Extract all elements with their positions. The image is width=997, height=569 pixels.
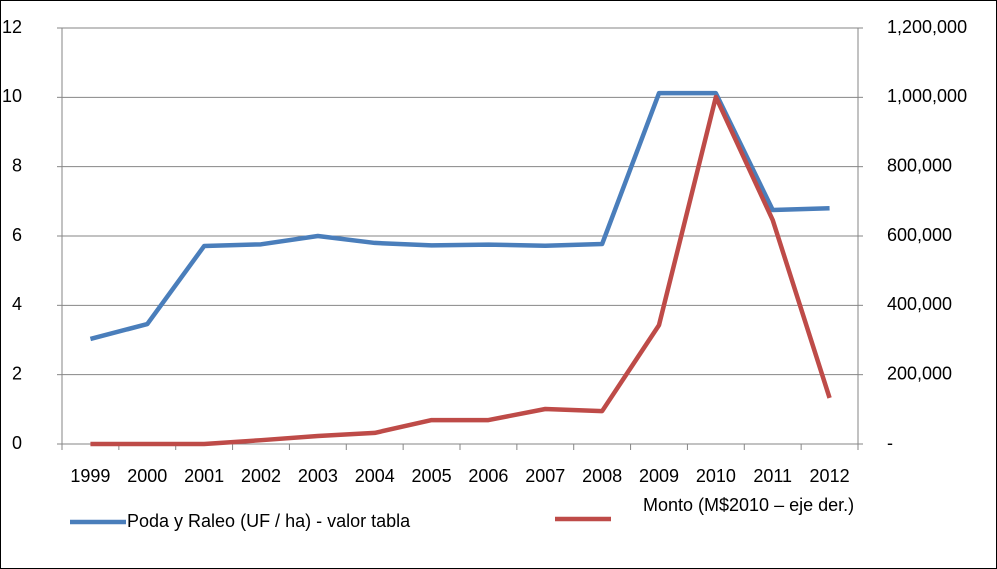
y2-tick-label: 1,000,000 — [887, 86, 967, 106]
y-tick-label: 8 — [12, 155, 22, 175]
y-tick-label: 2 — [12, 363, 22, 383]
x-tick-label: 2005 — [412, 466, 452, 486]
y2-tick-label: 200,000 — [887, 363, 952, 383]
x-tick-label: 2010 — [696, 466, 736, 486]
y-tick-label: 0 — [12, 433, 22, 453]
y2-tick-label: 800,000 — [887, 155, 952, 175]
y-tick-label: 6 — [12, 225, 22, 245]
y-tick-label: 12 — [2, 17, 22, 37]
x-tick-label: 2009 — [639, 466, 679, 486]
x-tick-label: 2007 — [525, 466, 565, 486]
y2-tick-label: 1,200,000 — [887, 17, 967, 37]
y-tick-label: 4 — [12, 294, 22, 314]
series-line — [90, 94, 832, 447]
series-line — [89, 90, 830, 342]
x-tick-label: 2011 — [753, 466, 792, 486]
x-tick-label: 2000 — [127, 466, 167, 486]
x-tick-label: 2008 — [582, 466, 622, 486]
x-tick-label: 2004 — [355, 466, 395, 486]
x-tick-label: 2006 — [468, 466, 508, 486]
x-tick-label: 2002 — [241, 466, 281, 486]
legend-label: Monto (M$2010 – eje der.) — [643, 495, 854, 515]
legend-label: Poda y Raleo (UF / ha) - valor tabla — [127, 511, 411, 531]
y-tick-label: 10 — [2, 86, 22, 106]
x-tick-label: 1999 — [70, 466, 110, 486]
y2-tick-label: 400,000 — [887, 294, 952, 314]
y2-tick-label: 600,000 — [887, 225, 952, 245]
x-tick-label: 2012 — [810, 466, 850, 486]
x-tick-label: 2001 — [184, 466, 224, 486]
x-tick-label: 2003 — [298, 466, 338, 486]
y2-tick-label: - — [887, 433, 893, 453]
